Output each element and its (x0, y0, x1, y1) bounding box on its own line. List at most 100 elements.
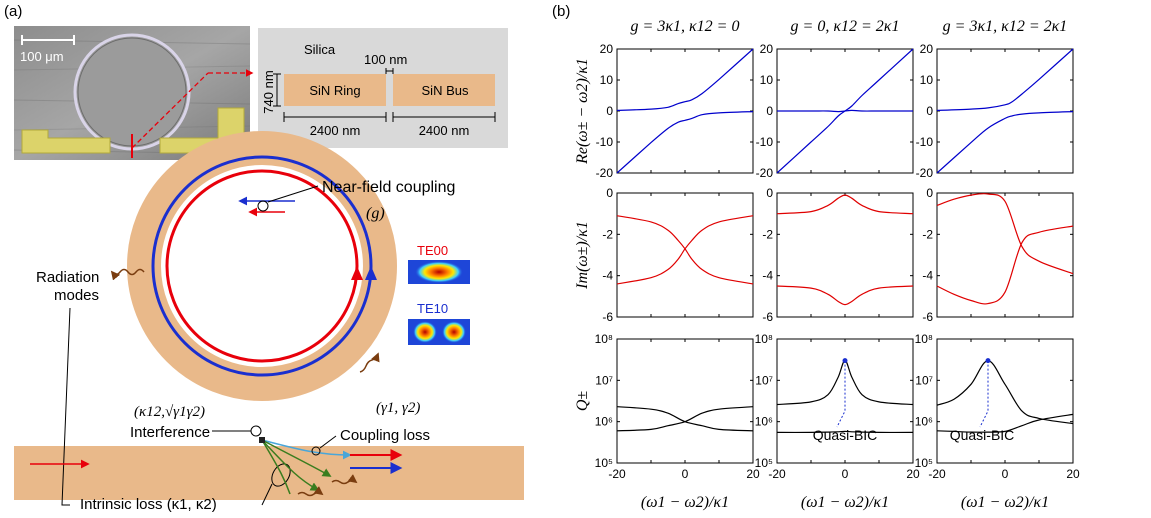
row-ylabel-2: Im(ω±)/κ1 (574, 221, 591, 290)
axes-frame (616, 338, 754, 464)
series-line-2 (616, 406, 754, 432)
series-line-2 (616, 215, 754, 285)
y-tick-label: -20 (596, 166, 614, 180)
subplot-r3-c3: -20 0 20 10⁸ 10⁷ 10⁶ 10⁵ Quasi-BIC (915, 332, 1080, 481)
y-tick-label: -10 (596, 135, 614, 149)
y-tick-label: 10 (920, 73, 934, 87)
series-line-2 (936, 111, 1074, 174)
subplot-r2-c3: 0 -2 -4 -6 (922, 186, 1074, 324)
left-pad (21, 129, 111, 154)
x-tick-label: 20 (906, 467, 920, 481)
y-tick-label: -6 (762, 310, 773, 324)
subplot-r1-c1: 20 10 0 -10 -20 (596, 42, 754, 180)
ring-waveguide (127, 131, 397, 401)
y-tick-label: 10 (600, 73, 614, 87)
sin-ring-label: SiN Ring (309, 83, 360, 98)
interference-params: (κ12,√γ1γ2) (134, 404, 205, 420)
y-tick-label: 0 (606, 104, 613, 118)
y-tick-label: -20 (756, 166, 774, 180)
x-axis-label-1: (ω1 − ω2)/κ1 (641, 494, 729, 511)
sin-bus-block (393, 74, 495, 106)
series-line-1 (616, 48, 754, 111)
y-tick-label: 20 (760, 42, 774, 56)
y-tick-label: 10⁵ (595, 456, 613, 470)
panel-b-label: (b) (552, 3, 570, 20)
micrograph: 100 μm (13, 26, 254, 160)
series-line-2 (776, 430, 914, 434)
near-field-label: Near-field coupling (322, 179, 455, 196)
cross-section: Silica 100 nm SiN Ring SiN Bus 740 nm 24… (258, 28, 508, 148)
series-line-2 (776, 285, 914, 306)
coupling-params: (γ1, γ2) (376, 400, 420, 416)
subplot-r2-c1: 0 -2 -4 -6 (602, 186, 754, 324)
height-label: 740 nm (261, 70, 276, 113)
silica-label: Silica (304, 42, 336, 57)
y-tick-label: 20 (920, 42, 934, 56)
ring-schematic: Near-field coupling (g) TE00 TE10 Radiat… (14, 131, 524, 513)
row-ylabel-1: Re(ω± − ω2)/κ1 (574, 58, 591, 165)
y-tick-label: -2 (602, 227, 613, 241)
y-tick-label: 0 (606, 186, 613, 200)
y-tick-label: 10⁵ (915, 456, 933, 470)
te00-label: TE00 (417, 243, 448, 258)
series-line-1 (776, 194, 914, 215)
quasi-bic-label: Quasi-BIC (950, 427, 1015, 443)
axes-frame (776, 192, 914, 318)
y-tick-label: -4 (762, 269, 773, 283)
y-tick-label: 10 (760, 73, 774, 87)
y-tick-label: 10⁵ (755, 456, 773, 470)
x-axis-label-3: (ω1 − ω2)/κ1 (961, 494, 1049, 511)
scale-bar-label: 100 μm (20, 49, 64, 64)
y-tick-label: -2 (762, 227, 773, 241)
y-tick-label: 0 (926, 186, 933, 200)
sin-bus-label: SiN Bus (422, 83, 469, 98)
y-tick-label: -6 (602, 310, 613, 324)
te00-mode-profile (408, 260, 470, 284)
subplot-r3-c2: -20 0 20 10⁸ 10⁷ 10⁶ 10⁵ Quasi-BIC (755, 332, 920, 481)
x-tick-label: -20 (768, 467, 786, 481)
y-tick-label: 20 (600, 42, 614, 56)
x-tick-label: 20 (1066, 467, 1080, 481)
y-tick-label: -10 (756, 135, 774, 149)
axes-frame (936, 338, 1074, 464)
axes-frame (936, 192, 1074, 318)
y-tick-label: 10⁸ (915, 332, 933, 346)
y-tick-label: 10⁷ (595, 373, 613, 387)
series-line-1 (936, 193, 1074, 275)
y-tick-label: 0 (926, 104, 933, 118)
subplot-r3-c1: -20 0 20 10⁸ 10⁷ 10⁶ 10⁵ (595, 332, 760, 481)
y-tick-label: 0 (766, 186, 773, 200)
series-line-2 (936, 225, 1074, 305)
y-tick-label: -4 (922, 269, 933, 283)
subplot-r2-c2: 0 -2 -4 -6 (762, 186, 914, 324)
y-tick-label: -4 (602, 269, 613, 283)
radiation-label-1: Radiation (36, 269, 99, 286)
radiation-wave-icon (110, 268, 145, 281)
series-line-1 (936, 359, 1074, 425)
bus-width-label: 2400 nm (419, 123, 470, 138)
y-tick-label: 10⁶ (915, 415, 933, 429)
bus-waveguide (14, 446, 524, 500)
subplot-r1-c3: 20 10 0 -10 -20 (916, 42, 1074, 180)
y-tick-label: 10⁸ (755, 332, 773, 346)
x-tick-label: 0 (682, 467, 689, 481)
te00-path (165, 169, 359, 363)
y-tick-label: -2 (922, 227, 933, 241)
gap-label: 100 nm (364, 52, 407, 67)
te10-mode-profile (408, 319, 470, 345)
plot-grid: g = 3κ1, κ12 = 0 g = 0, κ12 = 2κ1 g = 3κ1,… (574, 18, 1080, 511)
x-tick-label: -20 (608, 467, 626, 481)
y-tick-label: 10⁷ (755, 373, 773, 387)
y-tick-label: -10 (916, 135, 934, 149)
radiation-label-2: modes (54, 287, 99, 304)
x-tick-label: -20 (928, 467, 946, 481)
quasi-bic-label: Quasi-BIC (813, 427, 878, 443)
series-line-2 (616, 111, 754, 174)
te10-label: TE10 (417, 301, 448, 316)
micrograph-ring (73, 33, 191, 151)
row-ylabel-3: Q± (574, 391, 591, 412)
column-title-1: g = 3κ1, κ12 = 0 (631, 18, 740, 35)
column-title-3: g = 3κ1, κ12 = 2κ1 (943, 18, 1068, 35)
x-tick-label: 0 (1002, 467, 1009, 481)
x-tick-label: 20 (746, 467, 760, 481)
